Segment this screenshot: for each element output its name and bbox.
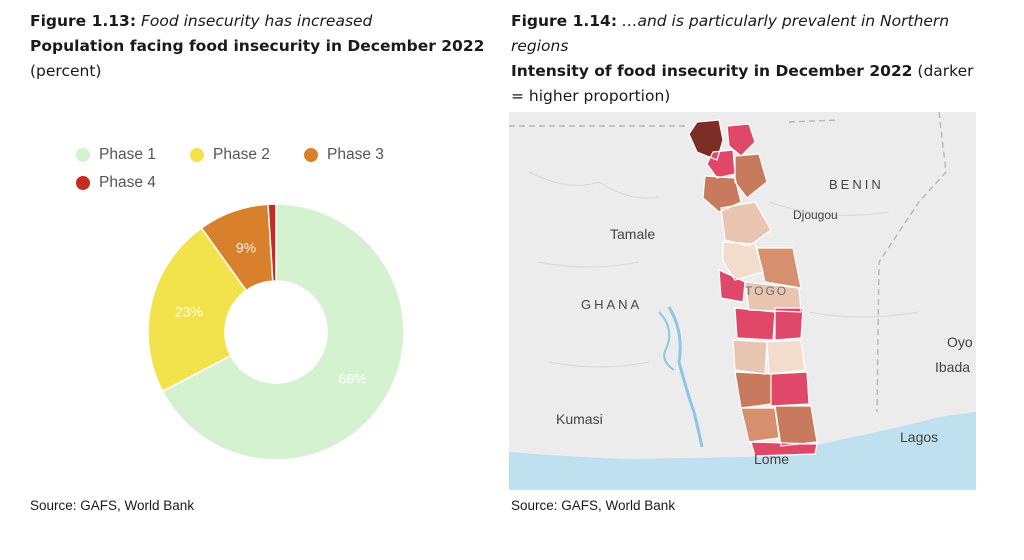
ocean — [509, 412, 976, 490]
data-label-phase-3: 9% — [236, 240, 256, 256]
right-figure-caption-text: …and is particularly prevalent in Northe… — [511, 12, 950, 55]
legend-item-phase-2: Phase 2 — [190, 146, 270, 164]
right-map-subtitle: (darker = higher proportion) — [511, 62, 974, 105]
map-label-ghana: GHANA — [581, 297, 642, 312]
left-chart-title: Population facing food insecurity in Dec… — [30, 37, 485, 55]
region-4 — [735, 154, 767, 198]
region-10 — [745, 282, 801, 312]
data-label-phase-2: 23% — [175, 303, 203, 319]
donut-chart: 68% 23% 9% — [147, 203, 405, 461]
right-figure-label: Figure 1.14: — [511, 12, 618, 30]
right-source-note: Source: GAFS, World Bank — [511, 498, 676, 513]
togo-regions — [688, 119, 818, 457]
left-figure-label: Figure 1.13: — [30, 12, 137, 30]
country-borders — [509, 112, 947, 413]
map-label-kumasi: Kumasi — [556, 411, 603, 427]
lake-volta — [667, 306, 704, 448]
region-borders — [688, 119, 818, 457]
legend-swatch-phase-3 — [304, 148, 318, 162]
legend-item-phase-3: Phase 3 — [304, 146, 384, 164]
region-8 — [757, 248, 801, 288]
map-label-ibadan: Ibada — [935, 359, 970, 375]
right-figure-caption: Figure 1.14: …and is particularly preval… — [511, 9, 991, 59]
region-14 — [767, 340, 805, 374]
map-label-lagos: Lagos — [900, 429, 938, 445]
legend-label-phase-3: Phase 3 — [327, 146, 384, 163]
region-18 — [775, 406, 817, 446]
legend-item-phase-4: Phase 4 — [76, 174, 156, 192]
region-5 — [703, 176, 741, 212]
left-source-note: Source: GAFS, World Bank — [30, 498, 195, 513]
region-17 — [741, 408, 779, 442]
region-12 — [775, 308, 803, 340]
region-16 — [771, 372, 809, 406]
region-13 — [733, 340, 767, 374]
slice-phase-1 — [161, 203, 405, 461]
right-figure-header: Figure 1.14: …and is particularly preval… — [511, 9, 991, 109]
region-15 — [735, 372, 771, 408]
left-figure-header: Figure 1.13: Food insecurity has increas… — [30, 9, 500, 84]
left-figure-caption-text: Food insecurity has increased — [140, 12, 373, 30]
map-label-benin: BENIN — [829, 177, 884, 192]
region-3 — [707, 150, 735, 178]
region-7 — [723, 242, 763, 280]
region-2 — [727, 124, 755, 156]
admin-lines — [528, 171, 920, 368]
map-label-oyo: Oyo — [947, 334, 973, 350]
right-map-title: Intensity of food insecurity in December… — [511, 62, 913, 80]
togo-food-insecurity-map: BENIN Djougou Tamale GHANA TOGO Oyo Ibad… — [509, 112, 976, 490]
map-label-tamale: Tamale — [610, 226, 655, 242]
region-1 — [689, 120, 723, 160]
legend-label-phase-4: Phase 4 — [99, 174, 156, 191]
region-11 — [735, 308, 775, 340]
slice-phase-4 — [267, 203, 277, 282]
map-label-togo: TOGO — [745, 284, 788, 298]
right-map-title-line: Intensity of food insecurity in December… — [511, 59, 991, 109]
legend-swatch-phase-1 — [76, 148, 90, 162]
slice-phase-2 — [147, 226, 248, 393]
region-6 — [721, 202, 771, 246]
region-9 — [719, 270, 745, 302]
left-chart-subtitle: (percent) — [30, 62, 102, 80]
data-label-phase-1: 68% — [339, 370, 367, 386]
legend-item-phase-1: Phase 1 — [76, 146, 156, 164]
left-figure-caption: Figure 1.13: Food insecurity has increas… — [30, 9, 500, 34]
region-19 — [751, 442, 817, 456]
river — [658, 311, 675, 371]
legend-swatch-phase-2 — [190, 148, 204, 162]
map-label-lome: Lome — [754, 451, 789, 467]
legend-label-phase-2: Phase 2 — [213, 146, 270, 163]
map-label-djougou: Djougou — [793, 208, 838, 222]
legend-label-phase-1: Phase 1 — [99, 146, 156, 163]
legend-swatch-phase-4 — [76, 176, 90, 190]
